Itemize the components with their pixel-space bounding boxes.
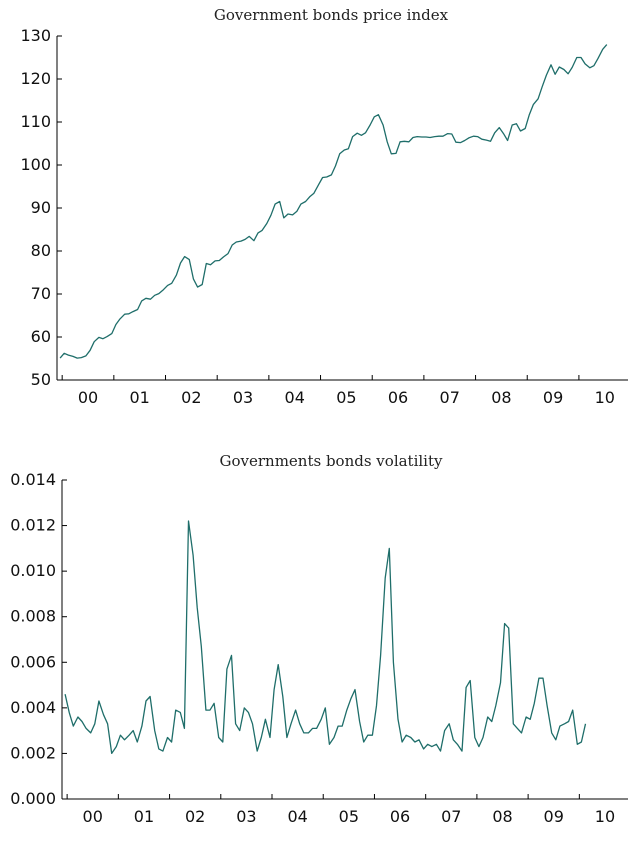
y-tick-label: 0.010 bbox=[10, 561, 56, 580]
y-tick-label: 0.006 bbox=[10, 652, 56, 671]
x-tick-label: 10 bbox=[595, 388, 615, 407]
price-index-plot: 50 60 70 80 90 100 110 120 130 00 01 02 03 04 05 06 07 08… bbox=[20, 26, 628, 407]
price-index-chart: Government bonds price index 50 60 70 80 90 1… bbox=[0, 0, 630, 407]
y-tick-label: 90 bbox=[31, 198, 51, 217]
x-tick-label: 09 bbox=[543, 388, 563, 407]
x-tick-label: 07 bbox=[441, 807, 461, 826]
y-tick-label: 0.004 bbox=[10, 698, 56, 717]
x-tick-label: 02 bbox=[181, 388, 201, 407]
y-tick-label: 0.012 bbox=[10, 516, 56, 535]
y-tick-label: 120 bbox=[20, 69, 51, 88]
x-tick-label: 07 bbox=[440, 388, 460, 407]
y-tick-label: 60 bbox=[31, 327, 51, 346]
x-tick-label: 01 bbox=[134, 807, 154, 826]
y-tick-label: 100 bbox=[20, 155, 51, 174]
x-tick-label: 05 bbox=[339, 807, 359, 826]
series-line bbox=[59, 44, 608, 359]
y-tick-label: 110 bbox=[20, 112, 51, 131]
y-tick-label: 80 bbox=[31, 241, 51, 260]
x-tick-label: 00 bbox=[78, 388, 98, 407]
x-tick-label: 03 bbox=[236, 807, 256, 826]
x-tick-label: 08 bbox=[492, 807, 512, 826]
x-tick-label: 00 bbox=[83, 807, 103, 826]
x-tick-label: 04 bbox=[287, 807, 307, 826]
volatility-plot: 0.000 0.002 0.004 0.006 0.008 0.010 0.012 0.014… bbox=[10, 470, 628, 826]
chart-title: Government bonds price index bbox=[213, 6, 449, 24]
y-tick-label: 130 bbox=[20, 26, 51, 45]
x-tick-label: 06 bbox=[390, 807, 410, 826]
x-tick-label: 09 bbox=[544, 807, 564, 826]
x-tick-label: 08 bbox=[491, 388, 511, 407]
y-tick-label: 70 bbox=[31, 284, 51, 303]
y-tick-label: 0.008 bbox=[10, 607, 56, 626]
y-tick-label: 50 bbox=[31, 370, 51, 389]
x-tick-label: 03 bbox=[233, 388, 253, 407]
x-tick-label: 01 bbox=[129, 388, 149, 407]
volatility-chart: Governments bonds volatility 0.000 0.002 0… bbox=[0, 440, 630, 849]
y-tick-label: 0.014 bbox=[10, 470, 56, 489]
series-line bbox=[64, 520, 587, 755]
x-tick-label: 02 bbox=[185, 807, 205, 826]
x-tick-label: 10 bbox=[595, 807, 615, 826]
y-tick-label: 0.000 bbox=[10, 789, 56, 808]
x-tick-label: 06 bbox=[388, 388, 408, 407]
x-tick-label: 05 bbox=[336, 388, 356, 407]
y-tick-label: 0.002 bbox=[10, 743, 56, 762]
chart-title: Governments bonds volatility bbox=[219, 452, 443, 470]
x-tick-label: 04 bbox=[285, 388, 305, 407]
